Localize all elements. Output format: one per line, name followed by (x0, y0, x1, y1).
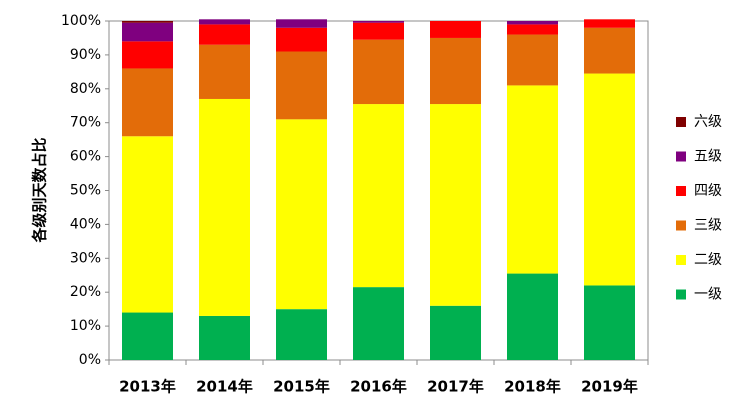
bar-segment-1-7 (584, 285, 635, 360)
bar-segment-5-4 (353, 21, 404, 23)
bar-segment-2-4 (353, 104, 404, 288)
x-tick-label: 2017年 (427, 378, 484, 396)
legend-label: 五级 (694, 149, 722, 165)
y-tick-label: 20% (70, 284, 101, 300)
y-tick-label: 70% (70, 115, 101, 131)
bar-segment-2-2 (199, 98, 250, 316)
legend-swatch (676, 289, 686, 300)
x-tick-label: 2018年 (504, 378, 561, 396)
bar-segment-5-6 (507, 21, 558, 25)
y-tick-label: 90% (70, 47, 101, 63)
x-tick-label: 2015年 (273, 378, 330, 396)
bar-segment-2-3 (276, 119, 327, 310)
bar-segment-2-1 (122, 136, 173, 313)
x-tick-label: 2013年 (119, 378, 176, 396)
legend-label: 三级 (694, 218, 722, 234)
bar-segment-1-4 (353, 287, 404, 360)
bar-segment-5-2 (199, 19, 250, 25)
bar-segment-5-1 (122, 22, 173, 42)
bar-segment-1-6 (507, 273, 558, 360)
bar-segment-4-4 (353, 22, 404, 40)
y-axis-ticks: 0% 10% 20% 30% 40% 50% 60% 70% 80% 90% 100% (61, 13, 109, 368)
bar-segment-3-3 (276, 51, 327, 120)
bar-segment-2-7 (584, 73, 635, 286)
bar-segment-4-2 (199, 24, 250, 45)
legend-swatch (676, 117, 686, 127)
y-tick-label: 10% (70, 318, 101, 334)
y-tick-label: 80% (70, 81, 101, 97)
x-axis-ticks: 2013年 2014年 2015年 2016年 2017年 2018年 2019年 (108, 360, 649, 396)
bar-segment-5-3 (276, 19, 327, 28)
legend-label: 六级 (694, 114, 722, 130)
bar-segment-1-5 (430, 305, 481, 360)
bars-group (122, 19, 635, 360)
y-tick-label: 60% (70, 149, 101, 165)
legend-swatch (676, 220, 686, 231)
legend-label: 一级 (694, 287, 722, 303)
bar-segment-4-1 (122, 41, 173, 69)
bar-segment-2-5 (430, 104, 481, 306)
bar-segment-3-2 (199, 44, 250, 99)
bar-segment-1-1 (122, 312, 173, 360)
bar-segment-3-6 (507, 34, 558, 86)
y-axis-label: 各级别天数占比 (31, 137, 49, 243)
bar-segment-3-5 (430, 37, 481, 105)
bar-segment-4-3 (276, 27, 327, 52)
bar-segment-1-3 (276, 309, 327, 360)
bar-segment-3-1 (122, 68, 173, 137)
x-tick-label: 2016年 (350, 378, 407, 396)
bar-segment-3-4 (353, 39, 404, 105)
y-tick-label: 40% (70, 216, 101, 232)
bar-segment-4-6 (507, 24, 558, 35)
legend-swatch (676, 186, 686, 196)
legend-swatch (676, 255, 686, 265)
bar-segment-3-7 (584, 27, 635, 74)
y-tick-label: 30% (70, 250, 101, 266)
bar-segment-2-6 (507, 85, 558, 274)
legend-label: 四级 (694, 183, 722, 199)
x-tick-label: 2014年 (196, 378, 253, 396)
bar-segment-4-5 (430, 21, 481, 38)
bar-segment-4-7 (584, 19, 635, 28)
y-tick-label: 0% (79, 352, 101, 368)
bar-segment-1-2 (199, 315, 250, 360)
legend-label: 二级 (694, 252, 722, 268)
y-tick-label: 100% (61, 13, 101, 29)
bar-segment-6-1 (122, 21, 173, 23)
legend-swatch (676, 151, 686, 162)
y-tick-label: 50% (70, 183, 101, 199)
x-tick-label: 2019年 (581, 378, 638, 396)
